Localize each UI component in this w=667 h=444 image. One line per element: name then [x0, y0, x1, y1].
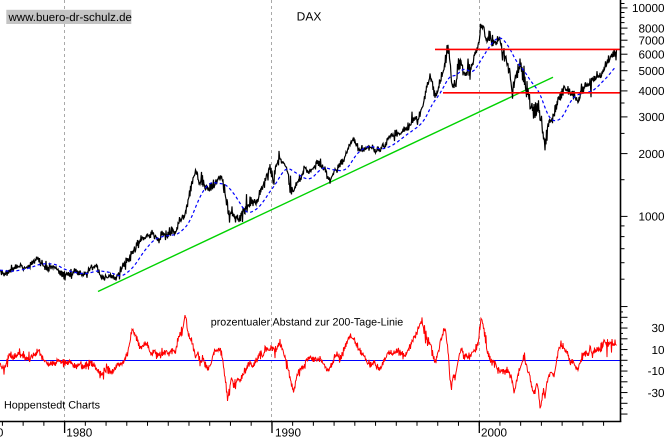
svg-text:2000: 2000	[638, 148, 665, 161]
svg-text:4000: 4000	[638, 85, 665, 98]
svg-text:10000: 10000	[632, 2, 665, 15]
svg-text:-10: -10	[648, 365, 665, 378]
svg-text:1990: 1990	[275, 427, 302, 440]
svg-text:1000: 1000	[638, 211, 665, 224]
svg-text:7000: 7000	[638, 34, 665, 47]
svg-text:3000: 3000	[638, 111, 665, 124]
svg-text:2000: 2000	[481, 427, 508, 440]
svg-text:6000: 6000	[638, 48, 665, 61]
svg-text:1980: 1980	[66, 427, 93, 440]
svg-text:8000: 8000	[638, 22, 665, 35]
svg-text:Hoppenstedt Charts: Hoppenstedt Charts	[4, 400, 101, 412]
svg-text:prozentualer Abstand zur 200-T: prozentualer Abstand zur 200-Tage-Linie	[211, 316, 404, 328]
svg-text:5000: 5000	[638, 65, 665, 78]
svg-text:DAX: DAX	[297, 10, 322, 24]
svg-text:10: 10	[651, 344, 665, 357]
svg-text:-30: -30	[648, 387, 665, 400]
svg-text:0: 0	[0, 427, 4, 440]
svg-text:www.buero-dr-schulz.de: www.buero-dr-schulz.de	[8, 12, 132, 24]
svg-text:30: 30	[651, 322, 665, 335]
